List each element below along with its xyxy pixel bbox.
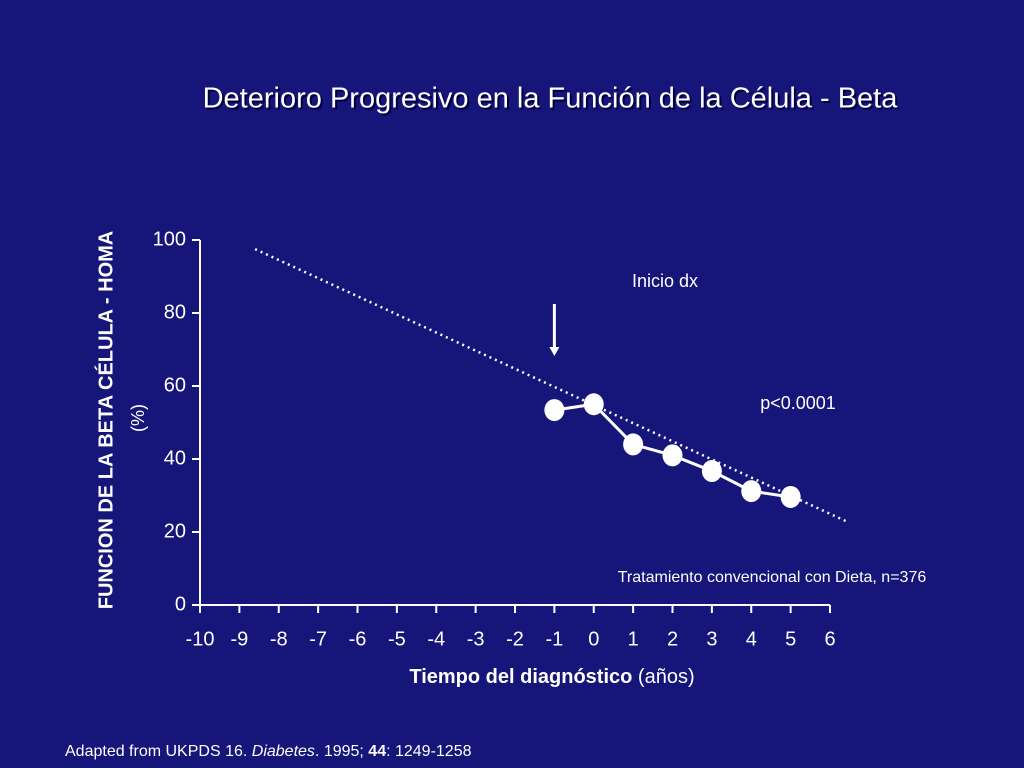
x-tick-label: -3 [467,628,485,650]
source-part: Adapted from UKPDS 16. [65,743,252,760]
y-axis-label: FUNCION DE LA BETA CÉLULA - HOMA [94,231,117,610]
annotation: Inicio dx [632,271,698,291]
x-tick-label: -10 [186,628,215,650]
x-tick-label: 1 [628,628,639,650]
x-tick-label: -6 [349,628,367,650]
source-part: . 1995; [315,743,368,760]
data-point [780,485,801,508]
x-tick-label: 5 [785,628,796,650]
data-point [662,444,683,467]
x-axis-title: Tiempo del diagnóstico [409,666,632,688]
x-tick-label: -9 [230,628,248,650]
source-volume: 44 [368,743,386,760]
x-tick-label: 2 [667,628,678,650]
y-tick-label: 100 [153,228,186,250]
data-point [701,460,722,483]
x-tick-label: -7 [309,628,327,650]
y-axis-unit: (%) [128,404,148,432]
x-tick-label: -1 [545,628,563,650]
arrow-head [549,347,560,356]
x-tick-label: -4 [427,628,445,650]
trend-line [254,247,847,523]
source-journal: Diabetes [252,743,315,760]
y-tick-label: 0 [175,593,186,615]
x-tick-label: 4 [746,628,757,650]
x-tick-label: -8 [270,628,288,650]
data-point [623,433,644,456]
chart-title: Deterioro Progresivo en la Función de la… [203,83,899,115]
y-tick-label: 20 [164,520,186,542]
x-axis-unit: (años) [638,666,695,688]
annotation: p<0.0001 [760,393,836,413]
source-part: : 1249-1258 [386,743,472,760]
y-tick-label: 40 [164,447,186,469]
series-label: Tratamiento convencional con Dieta, n=37… [618,569,927,586]
data-point [544,399,565,422]
data-point [741,480,762,503]
x-tick-label: 0 [588,628,599,650]
x-tick-label: 6 [824,628,835,650]
x-tick-label: -2 [506,628,524,650]
y-tick-label: 80 [164,301,186,323]
title-shadow: Deterioro Progresivo en la Función de la… [205,85,901,117]
x-tick-label: 3 [706,628,717,650]
x-axis-label: Tiempo del diagnóstico (años) [409,666,694,688]
x-tick-label: -5 [388,628,406,650]
y-tick-label: 60 [164,374,186,396]
source: Adapted from UKPDS 16. Diabetes. 1995; 4… [65,743,472,760]
